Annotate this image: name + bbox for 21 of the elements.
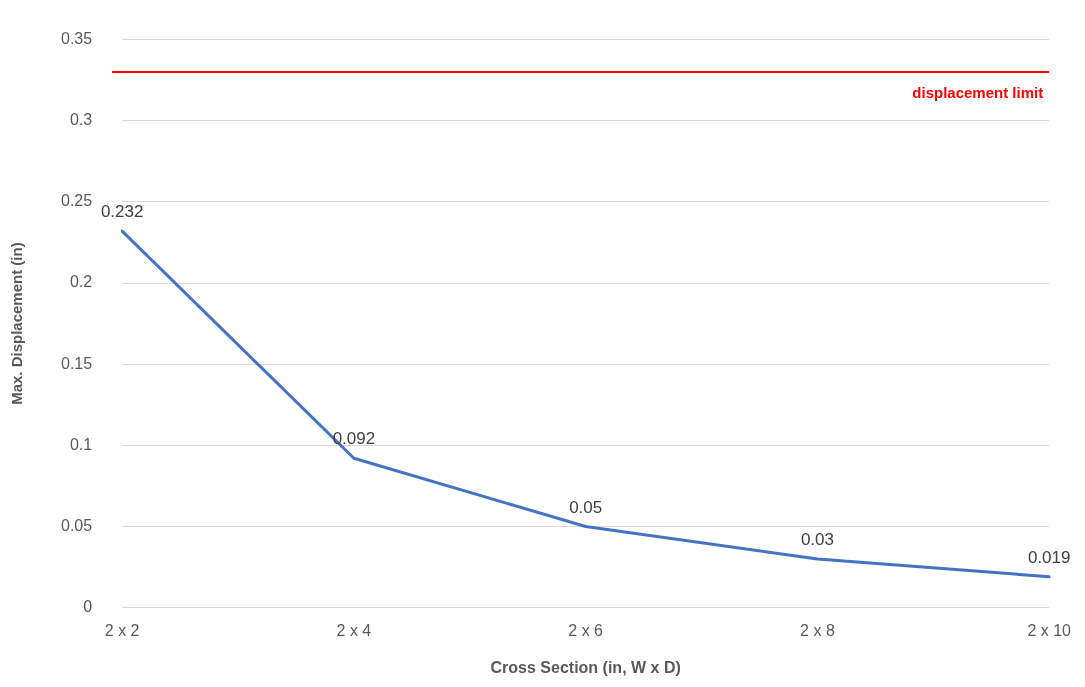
data-label: 0.05	[569, 497, 603, 517]
ref-line-label: displacement limit	[912, 83, 1044, 101]
y-tick-label: 0.35	[61, 30, 93, 48]
data-label: 0.092	[332, 429, 376, 449]
x-tick-label: 2 x 10	[1027, 621, 1072, 639]
y-tick-label: 0.05	[61, 516, 93, 534]
data-label: 0.03	[800, 530, 834, 550]
y-axis-title: Max. Displacement (in)	[8, 242, 26, 405]
x-axis-title: Cross Section (in, W x D)	[490, 658, 681, 676]
y-tick-label: 0.25	[61, 192, 93, 210]
x-tick-label: 2 x 8	[800, 621, 835, 639]
y-tick-label: 0.3	[69, 111, 93, 129]
x-tick-label: 2 x 6	[568, 621, 604, 639]
y-tick-label: 0.15	[61, 354, 93, 372]
y-tick-label: 0.2	[69, 273, 93, 291]
y-tick-label: 0.1	[69, 435, 93, 453]
data-label: 0.019	[1027, 547, 1071, 567]
x-tick-label: 2 x 2	[104, 621, 140, 639]
y-tick-label: 0	[83, 598, 93, 616]
data-label: 0.232	[100, 202, 144, 222]
x-tick-label: 2 x 4	[336, 621, 372, 639]
